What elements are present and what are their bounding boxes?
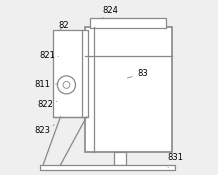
Text: 821: 821 [39, 51, 59, 60]
Text: 831: 831 [167, 153, 183, 168]
Text: 824: 824 [102, 6, 118, 19]
Text: 822: 822 [38, 100, 57, 109]
Bar [53, 30, 88, 117]
Text: 82: 82 [59, 21, 69, 30]
Bar [39, 165, 175, 170]
Bar [85, 27, 172, 152]
Bar [90, 18, 166, 28]
Text: 823: 823 [34, 125, 54, 135]
Bar [114, 152, 126, 165]
Text: 83: 83 [127, 69, 148, 78]
Text: 811: 811 [34, 79, 58, 89]
